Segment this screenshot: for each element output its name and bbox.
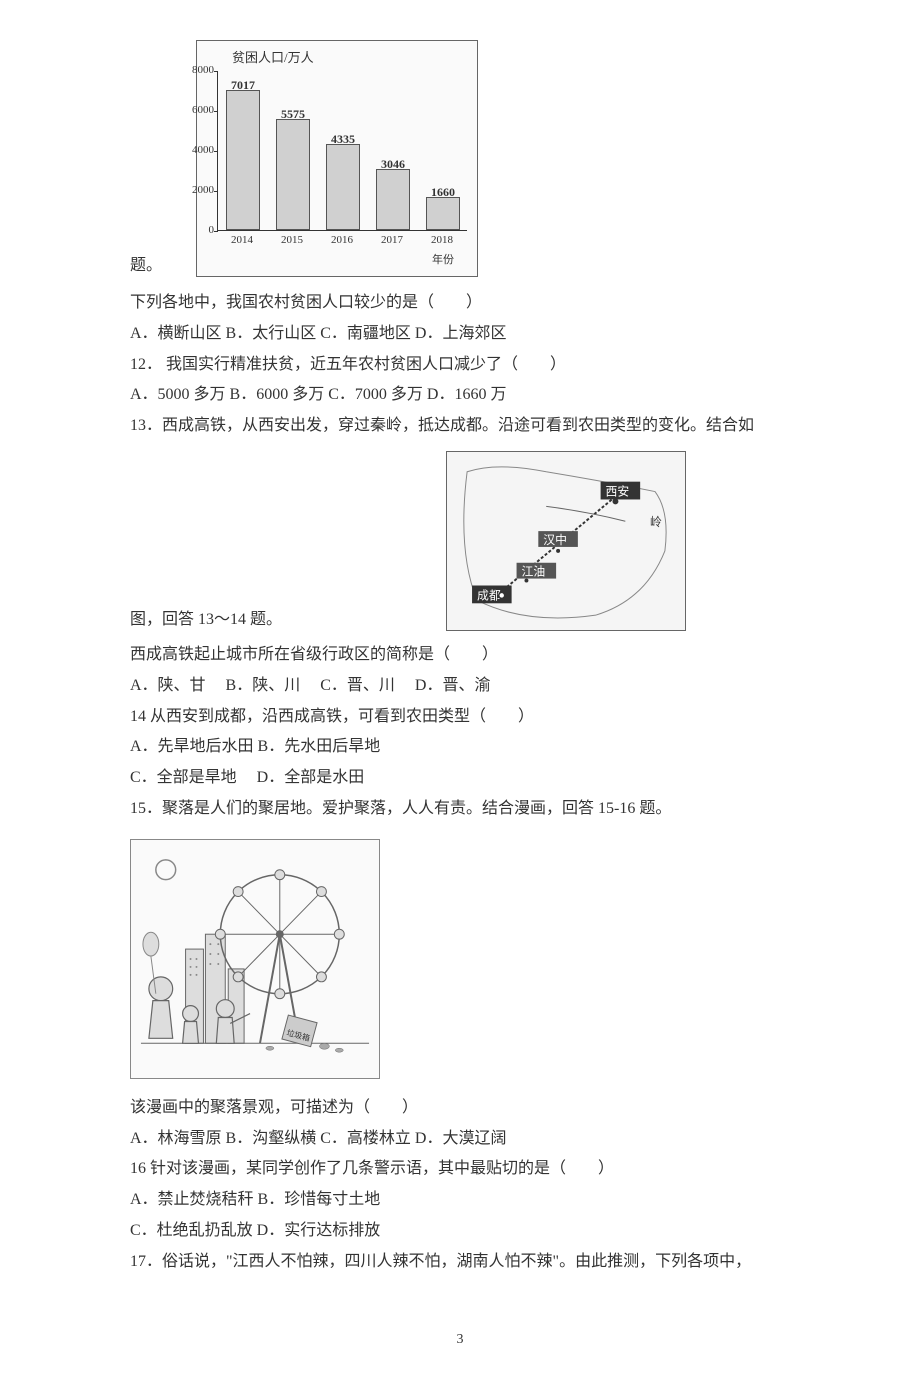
y-tick-label: 6000 [176, 101, 214, 121]
q13-options: A．陕、甘 B．陕、川 C．晋、川 D．晋、渝 [130, 672, 790, 701]
city-hanzhong: 汉中 [543, 533, 567, 547]
x-tick-label: 2017 [367, 231, 417, 251]
q15-intro: 15．聚落是人们的聚居地。爱护聚落，人人有责。结合漫画，回答 15-16 题。 [130, 795, 790, 824]
x-tick-label: 2015 [267, 231, 317, 251]
chart-x-label: 年份 [432, 251, 467, 271]
q13-intro: 13．西成高铁，从西安出发，穿过秦岭，抵达成都。沿途可看到农田类型的变化。结合如 [130, 412, 790, 441]
x-tick-label: 2016 [317, 231, 367, 251]
q13-suffix: 图，回答 13～14 题。 [130, 606, 282, 635]
q15-options: A．林海雪原 B．沟壑纵横 C．高楼林立 D．大漠辽阔 [130, 1125, 790, 1154]
q15-text: 该漫画中的聚落景观，可描述为（ ） [130, 1094, 790, 1123]
q14-text: 14 从西安到成都，沿西成高铁，可看到农田类型（ ） [130, 703, 790, 732]
q11-options: A．横断山区 B．太行山区 C．南疆地区 D．上海郊区 [130, 320, 790, 349]
bar-value: 1660 [431, 182, 455, 204]
q16-options-2: C．杜绝乱扔乱放 D．实行达标排放 [130, 1217, 790, 1246]
q14-options-1: A．先旱地后水田 B．先水田后旱地 [130, 733, 790, 762]
city-xian: 西安 [606, 484, 630, 498]
q11-prefix: 题。 [130, 252, 162, 281]
page-number: 3 [130, 1327, 790, 1352]
y-tick-label: 4000 [176, 141, 214, 161]
poverty-chart: 贫困人口/万人 02000400060008000701755754335304… [196, 40, 478, 277]
bar: 5575 [276, 119, 310, 231]
q11-text: 下列各地中，我国农村贫困人口较少的是（ ） [130, 289, 790, 318]
bar-value: 4335 [331, 129, 355, 151]
x-tick-label: 2018 [417, 231, 467, 251]
q16-options-1: A．禁止焚烧秸秆 B．珍惜每寸土地 [130, 1186, 790, 1215]
bar-value: 5575 [281, 104, 305, 126]
city-chengdu: 成都 [477, 588, 501, 602]
q16-text: 16 针对该漫画，某同学创作了几条警示语，其中最贴切的是（ ） [130, 1155, 790, 1184]
q17-text: 17．俗话说，"江西人不怕辣，四川人辣不怕，湖南人怕不辣"。由此推测，下列各项中… [130, 1248, 790, 1277]
map-xian-chengdu: 岭 西安 汉中 江油 成都 [446, 451, 686, 631]
bar: 7017 [226, 90, 260, 230]
q14-options-2: C．全部是旱地 D．全部是水田 [130, 764, 790, 793]
bar: 4335 [326, 144, 360, 231]
document-body: 题。 贫困人口/万人 0 2000 4000 6000 8000 7017 5575 4335… [130, 40, 790, 1352]
x-tick-label: 2014 [217, 231, 267, 251]
bar-value: 3046 [381, 154, 405, 176]
q12-options: A．5000 多万 B．6000 多万 C．7000 多万 D．1660 万 [130, 381, 790, 410]
chart-y-title: 贫困人口/万人 [207, 46, 467, 69]
q13-text: 西成高铁起止城市所在省级行政区的简称是（ ） [130, 641, 790, 670]
q12-text: 12． 我国实行精准扶贫，近五年农村贫困人口减少了（ ） [130, 351, 790, 380]
bar: 1660 [426, 197, 460, 230]
y-tick-label: 8000 [176, 61, 214, 81]
y-tick-label: 0 [176, 221, 214, 241]
mountain-label: 岭 [650, 515, 662, 529]
y-tick-label: 2000 [176, 181, 214, 201]
cartoon-settlement: 垃圾箱 [130, 839, 380, 1079]
bar-value: 7017 [231, 75, 255, 97]
city-jiangyou: 江油 [522, 565, 546, 579]
bar: 3046 [376, 169, 410, 230]
